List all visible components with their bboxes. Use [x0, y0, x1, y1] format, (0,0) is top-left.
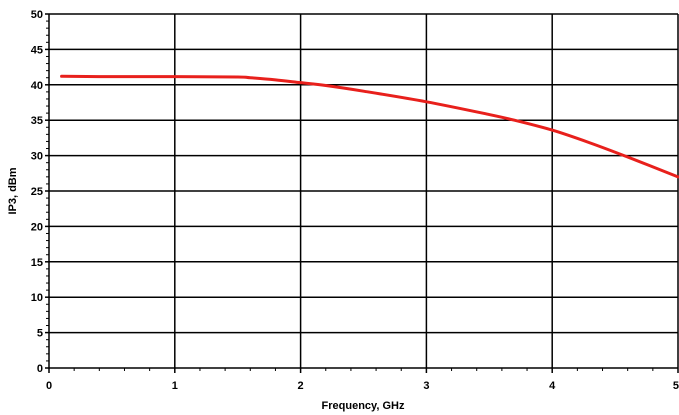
- y-tick-label: 20: [31, 221, 43, 233]
- series-line: [60, 74, 679, 179]
- y-tick-label: 15: [31, 257, 43, 269]
- x-tick-label: 0: [46, 380, 52, 392]
- y-tick-label: 40: [31, 80, 43, 92]
- y-tick-label: 5: [37, 328, 43, 340]
- y-tick-labels: 0 5 10 15 20 25 30 35 40 45 50: [31, 9, 43, 375]
- y-tick-label: 50: [31, 9, 43, 21]
- grid-lines: [49, 13, 679, 368]
- x-tick-label: 2: [298, 380, 304, 392]
- y-tick-label: 0: [37, 363, 43, 375]
- y-tick-label: 10: [31, 292, 43, 304]
- y-axis-title: IP3, dBm: [7, 167, 19, 214]
- y-tick-label: 30: [31, 151, 43, 163]
- x-tick-label: 5: [673, 380, 679, 392]
- x-tick-label: 3: [423, 380, 429, 392]
- y-tick-label: 45: [31, 44, 43, 56]
- x-tick-labels: 0 1 2 3 4 5: [46, 380, 679, 392]
- y-tick-label: 25: [31, 186, 43, 198]
- x-tick-label: 1: [172, 380, 178, 392]
- y-tick-label: 35: [31, 115, 43, 127]
- x-axis-title: Frequency, GHz: [322, 400, 405, 412]
- x-tick-label: 4: [549, 380, 556, 392]
- series-layer: [60, 74, 679, 179]
